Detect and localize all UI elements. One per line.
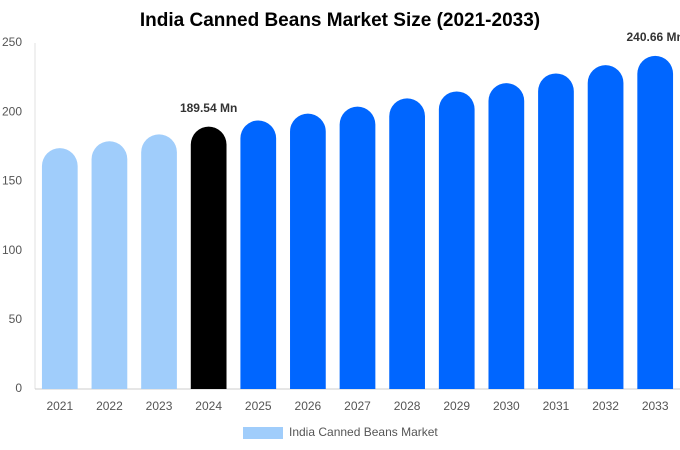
bar xyxy=(290,113,326,389)
legend-swatch xyxy=(243,427,283,439)
value-label: 240.66 Mn xyxy=(627,30,680,44)
y-tick-label: 200 xyxy=(2,104,22,118)
bar xyxy=(389,98,425,390)
x-tick-label: 2030 xyxy=(493,399,520,413)
bar xyxy=(141,134,177,389)
x-tick-label: 2032 xyxy=(592,399,619,413)
x-tick-label: 2031 xyxy=(543,399,570,413)
x-tick-label: 2021 xyxy=(46,399,73,413)
y-tick-label: 150 xyxy=(2,174,22,188)
bar xyxy=(240,120,277,390)
bar xyxy=(488,83,525,390)
y-tick-label: 0 xyxy=(15,381,22,395)
bar xyxy=(637,55,674,389)
legend-label: India Canned Beans Market xyxy=(289,425,438,439)
chart-title: India Canned Beans Market Size (2021-203… xyxy=(140,10,540,31)
x-tick-label: 2024 xyxy=(195,399,222,413)
bar xyxy=(41,148,78,389)
bar xyxy=(587,65,624,390)
y-tick-label: 250 xyxy=(2,35,22,49)
y-tick-label: 100 xyxy=(2,243,22,257)
y-tick-label: 50 xyxy=(9,312,23,326)
x-tick-label: 2029 xyxy=(443,399,470,413)
x-tick-label: 2027 xyxy=(344,399,371,413)
x-tick-label: 2026 xyxy=(295,399,322,413)
bar xyxy=(190,126,227,390)
bar xyxy=(538,73,574,389)
x-tick-label: 2033 xyxy=(642,399,669,413)
x-tick-label: 2023 xyxy=(146,399,173,413)
bar xyxy=(91,141,128,389)
bar xyxy=(438,91,475,389)
bar xyxy=(339,106,376,389)
x-tick-label: 2028 xyxy=(394,399,421,413)
x-tick-label: 2022 xyxy=(96,399,123,413)
value-label: 189.54 Mn xyxy=(180,101,237,115)
x-tick-label: 2025 xyxy=(245,399,272,413)
